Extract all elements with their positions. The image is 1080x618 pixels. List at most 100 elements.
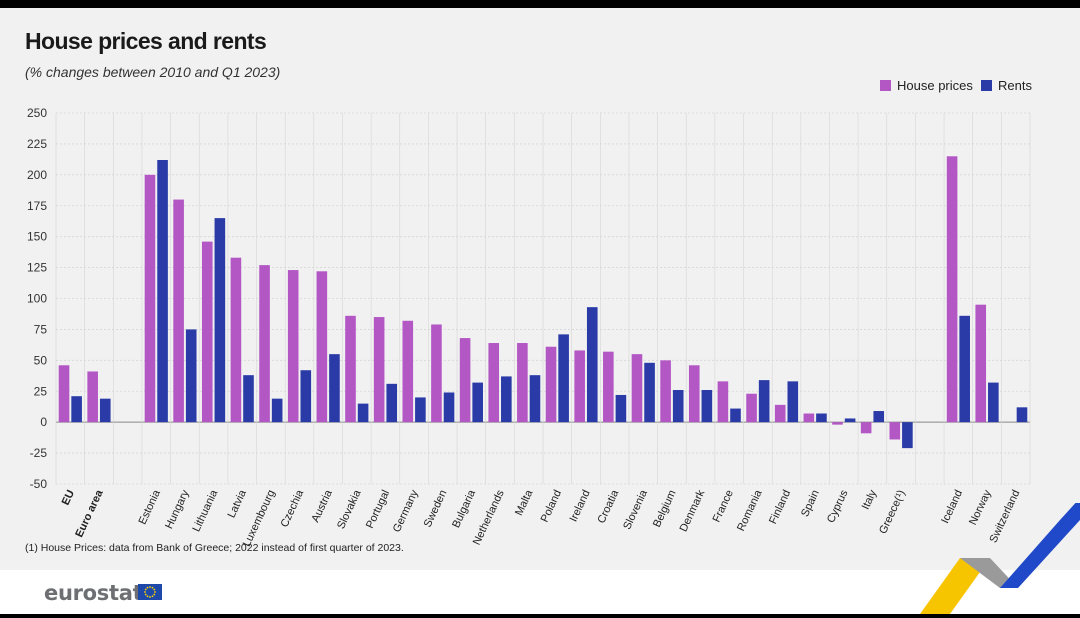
bar-chart: -50 -25 0 25 50 75 100 125 150 175 200 225 250 EUEur…	[27, 78, 1032, 549]
x-tick-label: Croatia	[595, 487, 621, 525]
bar-rents-czechia	[300, 370, 312, 423]
bar-rents-norway	[988, 382, 999, 423]
x-tick-label: Poland	[539, 488, 564, 524]
bar-house-prices-latvia	[230, 257, 242, 423]
bars-layer	[58, 156, 1028, 449]
y-tick-label: 100	[27, 292, 47, 306]
bar-house-prices-denmark	[688, 365, 700, 423]
x-tick-label: Slovakia	[335, 487, 364, 531]
bar-house-prices-belgium	[660, 360, 671, 423]
bar-rents-latvia	[243, 375, 254, 423]
y-tick-label: 0	[40, 415, 47, 429]
bar-house-prices-croatia	[603, 351, 614, 423]
bar-rents-switzerland	[1016, 407, 1028, 423]
bar-rents-croatia	[615, 394, 627, 423]
bar-house-prices-france	[717, 381, 729, 423]
bar-house-prices-ireland	[574, 350, 585, 423]
brand-chevron-graphic	[920, 503, 1080, 614]
bar-rents-germany	[415, 397, 426, 423]
x-tick-label: Lithuania	[191, 487, 221, 533]
x-tick-label: Italy	[860, 488, 880, 512]
bar-rents-bulgaria	[472, 382, 483, 423]
bar-house-prices-bulgaria	[459, 338, 471, 423]
y-tick-label: 200	[27, 168, 47, 182]
footer-bar	[0, 570, 1080, 614]
bar-rents-iceland	[959, 315, 970, 423]
bar-house-prices-lithuania	[201, 241, 213, 423]
x-tick-label: Hungary	[163, 488, 192, 531]
y-tick-label: 225	[27, 137, 47, 151]
bar-house-prices-romania	[746, 393, 757, 423]
bar-rents-romania	[758, 380, 770, 423]
x-tick-label: Bulgaria	[450, 487, 478, 529]
y-axis-tick-labels: -50 -25 0 25 50 75 100 125 150 175 200 225 250	[27, 106, 47, 491]
legend-swatch-rents	[981, 80, 992, 91]
chart-title: House prices and rents	[25, 28, 267, 54]
bar-rents-spain	[816, 413, 827, 423]
bar-house-prices-euro-area	[87, 371, 98, 423]
x-tick-label: Cyprus	[825, 488, 851, 525]
y-tick-label: 150	[27, 230, 47, 244]
bar-rents-slovenia	[644, 362, 655, 423]
bar-rents-ireland	[586, 307, 598, 423]
x-tick-label: Slovenia	[621, 487, 650, 531]
y-tick-label: 175	[27, 199, 47, 213]
bar-rents-malta	[529, 375, 541, 423]
x-tick-label: Sweden	[422, 488, 450, 529]
x-tick-label: Belgium	[651, 488, 679, 529]
bar-rents-denmark	[701, 390, 713, 423]
x-tick-label: Portugal	[364, 488, 392, 530]
bar-house-prices-eu	[58, 365, 70, 423]
chart-frame: House prices and rents (% changes betwee…	[0, 8, 1080, 614]
chart-subtitle: (% changes between 2010 and Q1 2023)	[25, 64, 281, 80]
bar-rents-estonia	[157, 159, 168, 423]
footnote: (1) House Prices: data from Bank of Gree…	[25, 542, 404, 554]
x-tick-label: Spain	[799, 488, 822, 519]
eurostat-logo-text: eurostat	[44, 581, 143, 605]
x-tick-label: Euro area	[73, 487, 106, 539]
bar-house-prices-norway	[975, 304, 987, 423]
bar-rents-portugal	[386, 383, 398, 423]
x-tick-label: Romania	[735, 487, 765, 533]
eu-flag-icon	[138, 584, 162, 600]
y-tick-label: 50	[34, 353, 48, 367]
bar-house-prices-portugal	[373, 317, 385, 423]
legend-label-rents: Rents	[998, 78, 1032, 93]
bar-rents-luxembourg	[271, 398, 283, 423]
legend: House prices Rents	[880, 78, 1032, 93]
bar-house-prices-netherlands	[488, 343, 500, 423]
bar-house-prices-italy	[860, 422, 872, 434]
bar-rents-austria	[329, 354, 340, 423]
x-tick-label: Latvia	[226, 487, 250, 519]
y-tick-label: 25	[34, 384, 48, 398]
x-tick-label: Austria	[310, 487, 336, 524]
bar-house-prices-germany	[402, 320, 414, 423]
x-tick-label: EU	[60, 488, 77, 507]
bar-house-prices-slovenia	[631, 354, 643, 423]
y-tick-label: 250	[27, 106, 47, 120]
bar-rents-eu	[71, 396, 82, 423]
y-tick-label: -25	[30, 446, 48, 460]
bar-rents-belgium	[672, 390, 684, 423]
bar-house-prices-poland	[545, 346, 557, 423]
x-tick-label: Estonia	[137, 487, 164, 526]
bar-house-prices-cyprus	[832, 422, 843, 425]
bar-house-prices-malta	[517, 343, 528, 423]
bar-house-prices-spain	[803, 413, 815, 423]
bar-rents-poland	[558, 334, 569, 423]
bar-rents-netherlands	[501, 376, 512, 423]
bar-house-prices-slovakia	[345, 315, 356, 423]
bar-house-prices-czechia	[287, 270, 299, 423]
y-tick-label: 75	[34, 322, 48, 336]
y-tick-label: 125	[27, 261, 47, 275]
x-tick-label: Finland	[767, 488, 793, 526]
legend-label-house-prices: House prices	[897, 78, 973, 93]
bar-rents-greece-	[902, 422, 913, 449]
x-tick-label: Malta	[513, 487, 536, 517]
x-tick-label: Denmark	[678, 488, 708, 534]
bar-house-prices-iceland	[946, 156, 958, 423]
bar-rents-euro-area	[99, 398, 111, 423]
bar-rents-cyprus	[844, 418, 856, 423]
bar-house-prices-hungary	[173, 199, 184, 423]
